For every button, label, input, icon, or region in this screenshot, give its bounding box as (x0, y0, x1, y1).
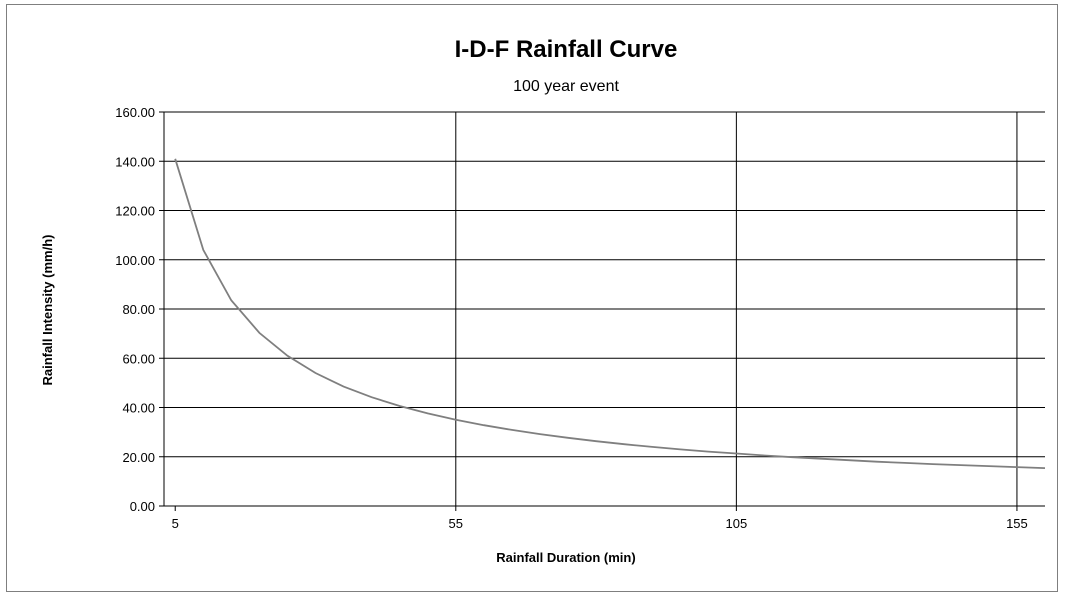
x-axis-label: Rainfall Duration (min) (496, 550, 635, 565)
y-axis-label: Rainfall Intensity (mm/h) (40, 235, 55, 386)
y-tick-label: 40.00 (122, 401, 155, 416)
x-tick-label: 155 (1006, 516, 1028, 531)
x-tick-label: 105 (726, 516, 748, 531)
chart-title: I-D-F Rainfall Curve (455, 36, 678, 63)
tick-labels: 0.00 20.00 40.00 60.00 80.00 100.00 120.00 140.… (115, 105, 1028, 531)
chart-frame (6, 4, 1058, 592)
y-tick-label: 0.00 (130, 499, 155, 514)
axes (159, 111, 1045, 511)
chart-subtitle: 100 year event (513, 78, 619, 95)
y-tick-label: 100.00 (115, 253, 155, 268)
grid (164, 111, 1045, 506)
y-tick-label: 20.00 (122, 450, 155, 465)
x-tick-label: 55 (449, 516, 463, 531)
y-tick-label: 60.00 (122, 351, 155, 366)
y-tick-label: 140.00 (115, 154, 155, 169)
y-tick-label: 80.00 (122, 302, 155, 317)
series-group (174, 158, 1046, 469)
y-tick-label: 120.00 (115, 204, 155, 219)
x-tick-label: 5 (172, 516, 179, 531)
series-line-0 (174, 158, 1046, 469)
y-tick-label: 160.00 (115, 105, 155, 120)
